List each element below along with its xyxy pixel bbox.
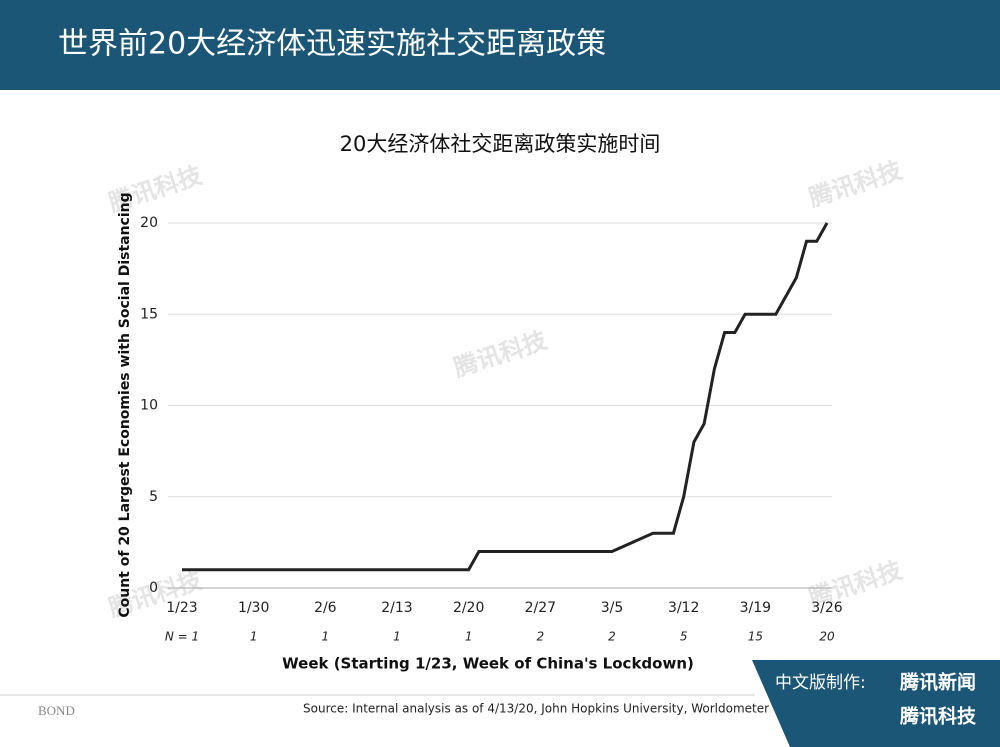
n-label: 1	[393, 630, 401, 644]
chart-title: 20大经济体社交距离政策实施时间	[340, 132, 661, 156]
x-tick-label: 1/23	[166, 600, 197, 616]
n-label: 20	[819, 630, 835, 644]
x-tick-label: 3/19	[740, 600, 771, 616]
y-tick-label: 5	[149, 489, 158, 505]
header-title: 世界前20大经济体迅速实施社交距离政策	[58, 27, 606, 62]
n-label: 1	[250, 630, 258, 644]
x-tick-label: 3/12	[668, 600, 699, 616]
source: Source: Internal analysis as of 4/13/20,…	[303, 702, 769, 716]
footer-band	[752, 660, 1000, 747]
data-line	[182, 222, 829, 572]
x-tick-label: 2/27	[525, 600, 556, 616]
y-tick-label: 10	[140, 398, 158, 414]
watermark: 腾讯科技	[450, 326, 551, 383]
n-label: 1	[322, 630, 330, 644]
y-tick-label: 0	[149, 580, 158, 596]
x-tick-label: 2/6	[314, 600, 337, 616]
x-tick-label: 2/13	[381, 600, 412, 616]
y-axis-title: Count of 20 Largest Economies with Socia…	[117, 192, 133, 617]
header-band	[0, 0, 1000, 90]
n-label: 2	[608, 630, 616, 644]
n-label: N = 1	[165, 630, 199, 644]
y-tick-label: 15	[140, 306, 158, 322]
n-label: 15	[748, 630, 763, 644]
logo: BOND	[38, 703, 75, 718]
n-label: 5	[680, 630, 688, 644]
x-tick-label: 3/26	[811, 600, 843, 616]
watermark: 腾讯科技	[805, 156, 906, 213]
footer-brand: 腾讯科技	[899, 705, 977, 728]
x-axis-title: Week (Starting 1/23, Week of China's Loc…	[282, 655, 694, 673]
x-tick-label: 2/20	[453, 600, 484, 616]
footer-brand: 腾讯新闻	[899, 671, 976, 694]
footer-made-by: 中文版制作:	[775, 673, 866, 693]
x-tick-label: 1/30	[238, 600, 269, 616]
x-tick-label: 3/5	[601, 600, 624, 616]
y-tick-label: 20	[140, 215, 158, 231]
n-label: 2	[537, 630, 545, 644]
n-label: 1	[465, 630, 473, 644]
